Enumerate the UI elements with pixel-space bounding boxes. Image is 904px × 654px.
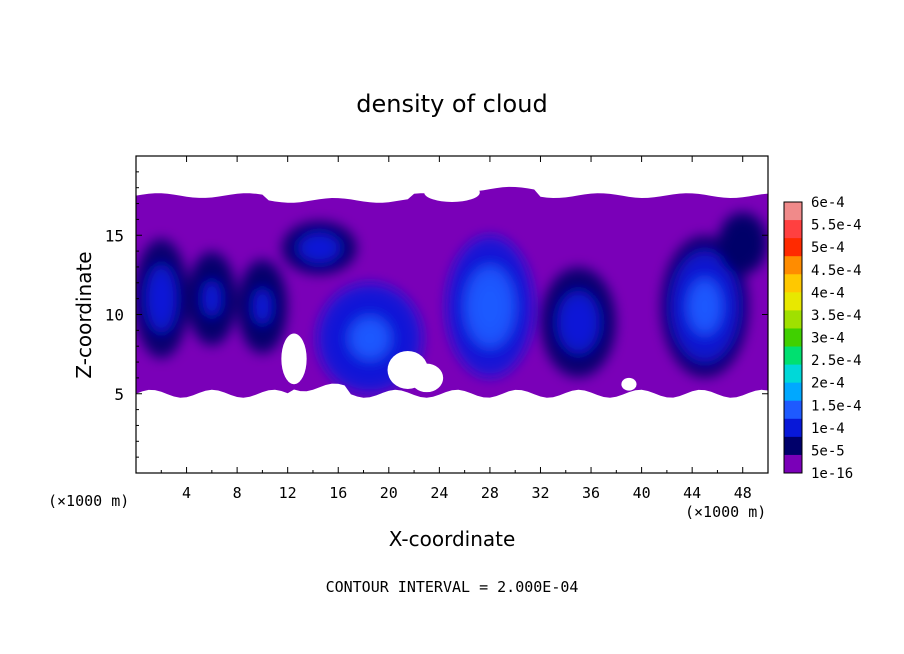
colorbar-label: 4.5e-4 xyxy=(811,263,862,279)
colorbar-label: 4e-4 xyxy=(811,285,845,301)
x-tick-label: 40 xyxy=(633,484,651,502)
cloud-cell xyxy=(736,235,749,252)
colorbar-swatch xyxy=(784,382,802,402)
colorbar-swatch xyxy=(784,310,802,329)
contour-interval-note: CONTOUR INTERVAL = 2.000E-04 xyxy=(326,578,579,596)
cloud-gap xyxy=(424,182,480,202)
cloud-cell xyxy=(568,308,588,337)
cloud-gap xyxy=(281,333,307,385)
x-tick-label: 20 xyxy=(380,484,398,502)
x-tick-label: 12 xyxy=(279,484,297,502)
colorbar-swatch xyxy=(784,364,802,384)
cloud-cell xyxy=(356,324,384,353)
colorbar-label: 5e-4 xyxy=(811,240,845,256)
colorbar-swatch xyxy=(784,220,802,239)
colorbar-label: 1e-16 xyxy=(811,466,853,482)
y-axis: 5 10 15 xyxy=(105,171,768,458)
cloud-cell xyxy=(693,288,716,325)
x-unit-left: (×1000 m) xyxy=(48,492,129,510)
colorbar-label: 6e-4 xyxy=(811,195,845,211)
colorbar-label: 5e-5 xyxy=(811,443,845,459)
x-tick-label: 44 xyxy=(683,484,701,502)
cloud-cell xyxy=(154,283,169,314)
x-unit-right: (×1000 m) xyxy=(685,503,766,521)
colorbar-label: 2e-4 xyxy=(811,376,845,392)
cloud-gap xyxy=(410,363,444,393)
x-axis: 4 8 12 16 20 24 28 32 36 40 44 48 xyxy=(160,156,752,502)
x-tick-label: 32 xyxy=(531,484,549,502)
colorbar-swatch xyxy=(784,202,802,221)
colorbar: 6e-4 5.5e-4 5e-4 4.5e-4 4e-4 3.5e-4 3e-4 2.5e-4… xyxy=(783,195,862,482)
y-tick-label: 10 xyxy=(105,306,124,325)
colorbar-swatch xyxy=(784,328,802,348)
colorbar-label: 2.5e-4 xyxy=(811,353,862,369)
colorbar-swatch xyxy=(784,418,802,438)
cloud-field xyxy=(136,182,768,398)
cloud-cell xyxy=(256,294,269,319)
colorbar-swatch xyxy=(784,292,802,311)
y-axis-label: Z-coordinate xyxy=(72,251,96,378)
colorbar-label: 3e-4 xyxy=(811,331,845,347)
colorbar-swatch xyxy=(784,256,802,275)
colorbar-swatch xyxy=(784,346,802,366)
cloud-cell xyxy=(205,286,219,311)
y-tick-label: 5 xyxy=(114,385,124,404)
colorbar-swatch xyxy=(784,274,802,293)
colorbar-frame xyxy=(783,201,803,474)
cloud-gap xyxy=(621,377,637,391)
colorbar-label: 5.5e-4 xyxy=(811,218,862,234)
colorbar-swatch xyxy=(784,436,802,456)
x-axis-label: X-coordinate xyxy=(389,527,516,551)
x-tick-label: 24 xyxy=(430,484,448,502)
x-tick-label: 48 xyxy=(734,484,752,502)
cloud-cell xyxy=(309,241,329,255)
x-tick-label: 4 xyxy=(182,484,191,502)
x-tick-label: 28 xyxy=(481,484,499,502)
colorbar-label: 1e-4 xyxy=(811,421,845,437)
x-tick-label: 16 xyxy=(329,484,347,502)
colorbar-label: 1.5e-4 xyxy=(811,398,862,414)
chart-title: density of cloud xyxy=(356,90,547,118)
cloud-cell xyxy=(478,288,501,325)
x-tick-label: 8 xyxy=(233,484,242,502)
colorbar-swatch xyxy=(784,400,802,420)
colorbar-label: 3.5e-4 xyxy=(811,308,862,324)
x-tick-label: 36 xyxy=(582,484,600,502)
y-tick-label: 15 xyxy=(105,226,124,245)
colorbar-swatch xyxy=(784,454,802,474)
colorbar-swatch xyxy=(784,238,802,257)
